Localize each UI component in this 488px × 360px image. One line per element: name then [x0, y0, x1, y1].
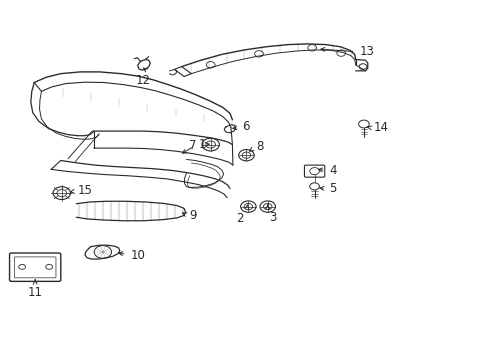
Text: 12: 12 — [135, 74, 150, 87]
Text: 3: 3 — [269, 211, 276, 224]
Text: 14: 14 — [373, 121, 388, 134]
Text: 11: 11 — [28, 286, 42, 299]
Text: 1: 1 — [198, 138, 205, 151]
Text: 6: 6 — [242, 120, 249, 133]
Text: 2: 2 — [235, 212, 243, 225]
Text: 8: 8 — [256, 140, 263, 153]
Text: 7: 7 — [188, 139, 196, 152]
Text: 9: 9 — [189, 209, 197, 222]
Text: 5: 5 — [329, 182, 336, 195]
Text: 4: 4 — [329, 163, 336, 176]
Text: 13: 13 — [359, 45, 374, 58]
Text: 15: 15 — [78, 184, 92, 197]
Text: 10: 10 — [130, 249, 145, 262]
